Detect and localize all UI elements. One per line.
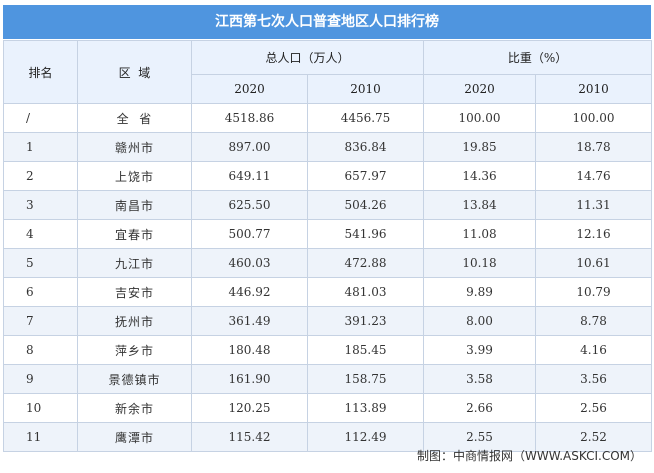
- source-credit: 制图：中商情报网（WWW.ASKCI.COM）: [417, 449, 642, 463]
- cell-share-2020: 8.00: [423, 306, 537, 336]
- cell-share-2020: 2.55: [423, 422, 537, 452]
- cell-rank: 9: [3, 364, 78, 394]
- cell-pop-2020: 180.48: [191, 335, 308, 365]
- cell-pop-2010: 112.49: [306, 422, 425, 452]
- header-population: 总人口（万人）: [190, 40, 425, 75]
- cell-region: 九江市: [77, 248, 192, 278]
- population-table: 排名 区 域 总人口（万人） 比重（%） 2020 2010 2020 2010…: [3, 40, 653, 452]
- cell-share-2010: 4.16: [535, 335, 653, 365]
- table-row: 9 景德镇市 161.90 158.75 3.58 3.56: [3, 364, 653, 394]
- cell-share-2010: 2.56: [535, 393, 653, 423]
- table-row: 10 新余市 120.25 113.89 2.66 2.56: [3, 393, 653, 423]
- cell-share-2010: 14.76: [535, 161, 653, 191]
- cell-share-2020: 10.18: [423, 248, 537, 278]
- cell-pop-2010: 541.96: [306, 219, 425, 249]
- cell-share-2020: 19.85: [423, 132, 537, 162]
- cell-pop-2010: 391.23: [306, 306, 425, 336]
- cell-pop-2020: 460.03: [191, 248, 308, 278]
- cell-share-2020: 13.84: [423, 190, 537, 220]
- cell-share-2020: 11.08: [423, 219, 537, 249]
- cell-region: 全 省: [77, 103, 192, 133]
- cell-region: 南昌市: [77, 190, 192, 220]
- cell-pop-2010: 113.89: [306, 393, 425, 423]
- cell-pop-2010: 504.26: [306, 190, 425, 220]
- cell-share-2010: 10.79: [535, 277, 653, 307]
- cell-share-2010: 8.78: [535, 306, 653, 336]
- header-region: 区 域: [77, 40, 192, 104]
- table-row: 6 吉安市 446.92 481.03 9.89 10.79: [3, 277, 653, 307]
- cell-rank: 6: [3, 277, 78, 307]
- cell-rank: 5: [3, 248, 78, 278]
- cell-rank: /: [3, 103, 78, 133]
- cell-pop-2010: 185.45: [306, 335, 425, 365]
- cell-pop-2020: 4518.86: [191, 103, 308, 133]
- table-row: 11 鹰潭市 115.42 112.49 2.55 2.52: [3, 422, 653, 452]
- header-rank: 排名: [3, 40, 78, 104]
- cell-region: 抚州市: [77, 306, 192, 336]
- header-row-years: 2020 2010 2020 2010: [4, 74, 653, 104]
- cell-rank: 4: [3, 219, 78, 249]
- cell-rank: 8: [3, 335, 78, 365]
- cell-pop-2020: 500.77: [191, 219, 308, 249]
- cell-pop-2020: 897.00: [191, 132, 308, 162]
- cell-region: 吉安市: [77, 277, 192, 307]
- cell-pop-2020: 361.49: [191, 306, 308, 336]
- table-row: 7 抚州市 361.49 391.23 8.00 8.78: [3, 306, 653, 336]
- header-share-2010: 2010: [535, 74, 653, 104]
- header-pop-2020: 2020: [191, 74, 308, 104]
- cell-pop-2010: 481.03: [306, 277, 425, 307]
- cell-rank: 10: [3, 393, 78, 423]
- header-share-2020: 2020: [423, 74, 537, 104]
- cell-rank: 7: [3, 306, 78, 336]
- table-row: 8 萍乡市 180.48 185.45 3.99 4.16: [3, 335, 653, 365]
- header-share: 比重（%）: [423, 40, 653, 75]
- cell-pop-2010: 158.75: [306, 364, 425, 394]
- cell-region: 萍乡市: [77, 335, 192, 365]
- cell-share-2010: 10.61: [535, 248, 653, 278]
- cell-pop-2020: 161.90: [191, 364, 308, 394]
- cell-region: 赣州市: [77, 132, 192, 162]
- cell-share-2010: 2.52: [535, 422, 653, 452]
- cell-pop-2020: 625.50: [191, 190, 308, 220]
- cell-pop-2020: 649.11: [191, 161, 308, 191]
- cell-pop-2010: 472.88: [306, 248, 425, 278]
- table-row: 4 宜春市 500.77 541.96 11.08 12.16: [3, 219, 653, 249]
- cell-region: 鹰潭市: [77, 422, 192, 452]
- table-row: 3 南昌市 625.50 504.26 13.84 11.31: [3, 190, 653, 220]
- cell-pop-2010: 657.97: [306, 161, 425, 191]
- cell-share-2010: 11.31: [535, 190, 653, 220]
- cell-share-2020: 3.99: [423, 335, 537, 365]
- cell-rank: 11: [3, 422, 78, 452]
- cell-region: 新余市: [77, 393, 192, 423]
- cell-region: 宜春市: [77, 219, 192, 249]
- cell-pop-2010: 836.84: [306, 132, 425, 162]
- cell-rank: 1: [3, 132, 78, 162]
- cell-pop-2020: 115.42: [191, 422, 308, 452]
- cell-share-2020: 14.36: [423, 161, 537, 191]
- cell-share-2010: 3.56: [535, 364, 653, 394]
- cell-pop-2020: 446.92: [191, 277, 308, 307]
- cell-rank: 3: [3, 190, 78, 220]
- cell-region: 上饶市: [77, 161, 192, 191]
- cell-share-2010: 100.00: [535, 103, 653, 133]
- table-row: 5 九江市 460.03 472.88 10.18 10.61: [3, 248, 653, 278]
- header-row-top: 排名 区 域 总人口（万人） 比重（%）: [3, 40, 653, 104]
- table-row: 1 赣州市 897.00 836.84 19.85 18.78: [3, 132, 653, 162]
- table-row: 2 上饶市 649.11 657.97 14.36 14.76: [3, 161, 653, 191]
- table-title: 江西第七次人口普查地区人口排行榜: [3, 5, 651, 39]
- cell-share-2010: 12.16: [535, 219, 653, 249]
- cell-share-2020: 100.00: [423, 103, 537, 133]
- cell-share-2010: 18.78: [535, 132, 653, 162]
- header-pop-2010: 2010: [306, 74, 425, 104]
- table-row: / 全 省 4518.86 4456.75 100.00 100.00: [3, 103, 653, 133]
- cell-share-2020: 3.58: [423, 364, 537, 394]
- cell-pop-2020: 120.25: [191, 393, 308, 423]
- cell-share-2020: 2.66: [423, 393, 537, 423]
- cell-pop-2010: 4456.75: [306, 103, 425, 133]
- cell-rank: 2: [3, 161, 78, 191]
- cell-region: 景德镇市: [77, 364, 192, 394]
- cell-share-2020: 9.89: [423, 277, 537, 307]
